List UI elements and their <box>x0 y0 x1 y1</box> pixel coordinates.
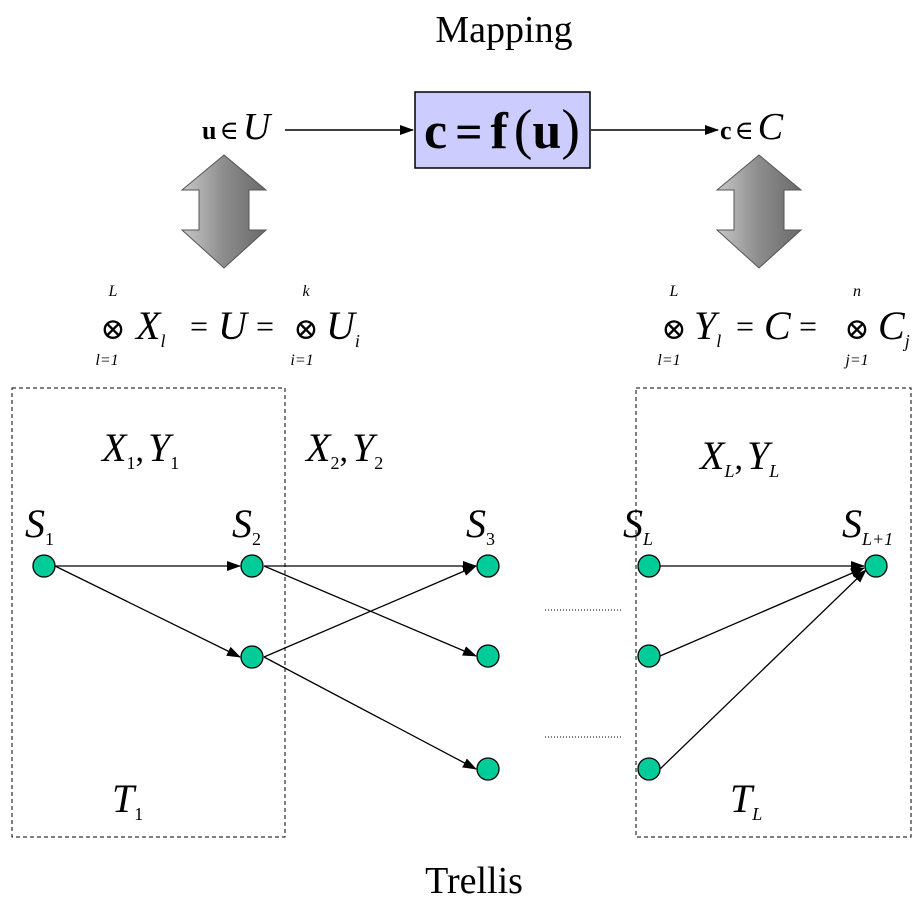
input-label: u ∈ U <box>202 106 273 148</box>
state-label-L: SL <box>623 501 653 549</box>
svg-text:l=1: l=1 <box>657 352 680 369</box>
trellis-node <box>240 645 264 669</box>
svg-text:⊗: ⊗ <box>661 313 686 346</box>
section-2-label: X2, Y2 <box>304 425 383 473</box>
trellis-section-L-box <box>635 387 912 838</box>
svg-text:C: C <box>764 303 792 348</box>
trellis-node <box>637 554 661 578</box>
mapping-box <box>414 91 591 169</box>
mapping-title: Mapping <box>435 9 572 51</box>
right-product-equation: L ⊗ l=1 Yl = C = n ⊗ j=1 Cj <box>657 283 909 369</box>
trellis-title: Trellis <box>425 860 523 902</box>
trellis-node <box>864 554 888 578</box>
trellis-edge <box>54 565 241 658</box>
trellis-edge <box>659 567 865 657</box>
svg-text:=: = <box>190 308 208 344</box>
svg-text:k: k <box>302 283 310 300</box>
trellis-node <box>32 554 56 578</box>
state-label-L-plus-1: SL+1 <box>842 501 893 549</box>
svg-text:U: U <box>218 303 250 348</box>
right-double-arrow <box>715 154 803 269</box>
trellis-node <box>476 644 500 668</box>
mapping-formula: c = f (u) <box>424 99 580 161</box>
svg-text:Ui: Ui <box>326 303 360 351</box>
state-label-1: S1 <box>25 501 54 549</box>
trellis-edge <box>263 656 477 770</box>
svg-text:i=1: i=1 <box>290 352 313 369</box>
svg-text:Xl: Xl <box>134 303 165 351</box>
left-product-equation: L ⊗ l=1 Xl = U = k ⊗ i=1 Ui <box>95 283 360 369</box>
trellis-section-1-box <box>11 387 286 838</box>
section-1-label: X1, Y1 <box>100 425 179 473</box>
svg-text:n: n <box>853 283 861 300</box>
left-double-arrow <box>180 154 268 269</box>
svg-text:⊗: ⊗ <box>293 313 318 346</box>
svg-text:⊗: ⊗ <box>100 313 125 346</box>
trellis-edge <box>263 565 477 658</box>
tL-label: TL <box>730 776 762 824</box>
trellis-edge <box>659 569 867 770</box>
trellis-node <box>637 757 661 781</box>
trellis-node <box>476 757 500 781</box>
svg-text:Cj: Cj <box>878 303 910 351</box>
svg-text:L: L <box>669 283 679 300</box>
svg-text:=: = <box>736 308 754 344</box>
svg-text:L: L <box>108 283 118 300</box>
svg-text:=: = <box>799 308 817 344</box>
state-label-3: S3 <box>466 501 495 549</box>
output-label: c ∈ C <box>720 106 784 148</box>
trellis-node <box>637 644 661 668</box>
svg-text:=: = <box>256 308 274 344</box>
svg-text:Yl: Yl <box>694 303 721 351</box>
section-L-label: XL, YL <box>698 433 779 481</box>
t1-label: T1 <box>112 776 143 824</box>
svg-text:l=1: l=1 <box>95 352 118 369</box>
svg-text:⊗: ⊗ <box>844 313 869 346</box>
svg-text:j=1: j=1 <box>843 352 868 369</box>
trellis-node <box>476 554 500 578</box>
state-label-2: S2 <box>232 501 261 549</box>
trellis-node <box>240 554 264 578</box>
